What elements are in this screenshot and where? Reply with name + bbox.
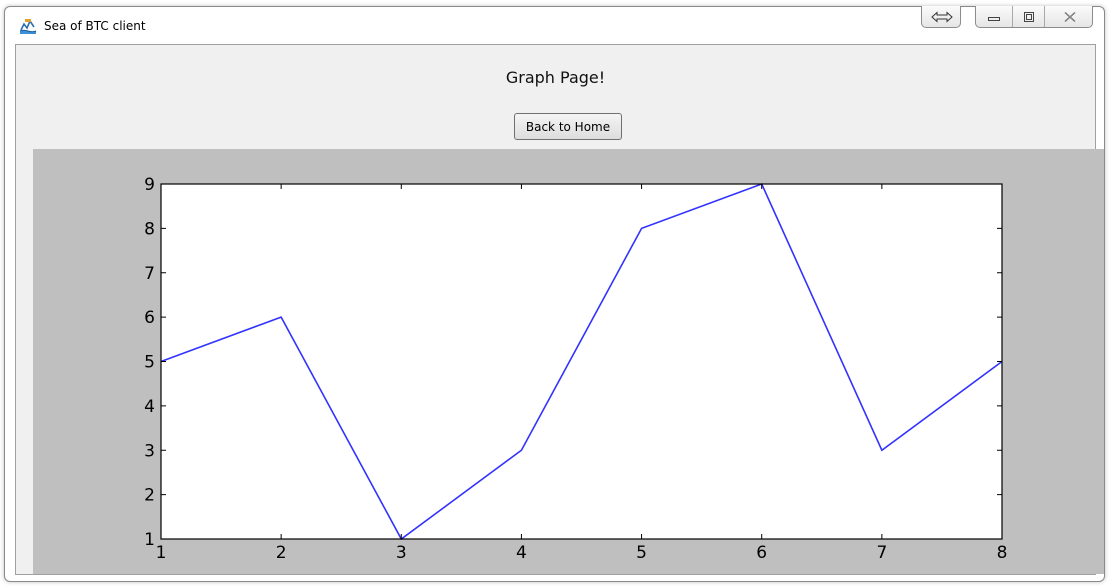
x-tick-label: 2	[276, 543, 287, 563]
line-chart: 1 2 3 4 5 6 7 8 1 2 3 4 5 6 7 8 9	[144, 175, 1008, 563]
y-tick-label: 1	[144, 530, 155, 550]
x-tick-label: 6	[756, 543, 767, 563]
plot-canvas: 1 2 3 4 5 6 7 8 1 2 3 4 5 6 7 8 9	[33, 149, 1104, 574]
maximize-button[interactable]	[1012, 6, 1045, 27]
series-line	[160, 182, 1003, 541]
sea-of-btc-app-icon	[19, 19, 37, 34]
y-tick-label: 8	[144, 219, 155, 239]
y-tick-label: 6	[144, 308, 155, 328]
x-tick-label: 3	[396, 543, 407, 563]
graph-page: Graph Page! Back to Home 1 2 3 4 5 6 7 8 1 2 3 4 5 6 7…	[15, 44, 1104, 575]
x-tick-label: 4	[516, 543, 527, 563]
back-to-home-button[interactable]: Back to Home	[514, 113, 622, 140]
window-controls	[975, 6, 1093, 28]
y-tick-label: 9	[144, 175, 155, 195]
x-tick-label: 1	[156, 543, 167, 563]
x-tick-label: 5	[636, 543, 647, 563]
y-tick-label: 5	[144, 353, 155, 373]
minimize-icon	[988, 16, 1000, 21]
app-window: Sea of BTC client	[4, 6, 1105, 582]
y-tick-label: 2	[144, 486, 155, 506]
close-icon	[1064, 11, 1075, 22]
window-title: Sea of BTC client	[44, 19, 146, 33]
minimize-button[interactable]	[976, 6, 1012, 27]
page-title: Graph Page!	[505, 68, 606, 87]
x-tick-label: 8	[997, 543, 1008, 563]
y-tick-label: 4	[144, 397, 155, 417]
y-tick-label: 3	[144, 441, 155, 461]
snap-control	[921, 6, 961, 28]
resize-arrows-icon[interactable]	[922, 6, 962, 27]
y-tick-label: 7	[144, 264, 155, 284]
maximize-icon	[1024, 11, 1034, 22]
axes-background	[161, 184, 1002, 539]
title-bar[interactable]: Sea of BTC client	[5, 6, 1104, 44]
x-tick-label: 7	[876, 543, 887, 563]
close-button[interactable]	[1044, 6, 1094, 27]
